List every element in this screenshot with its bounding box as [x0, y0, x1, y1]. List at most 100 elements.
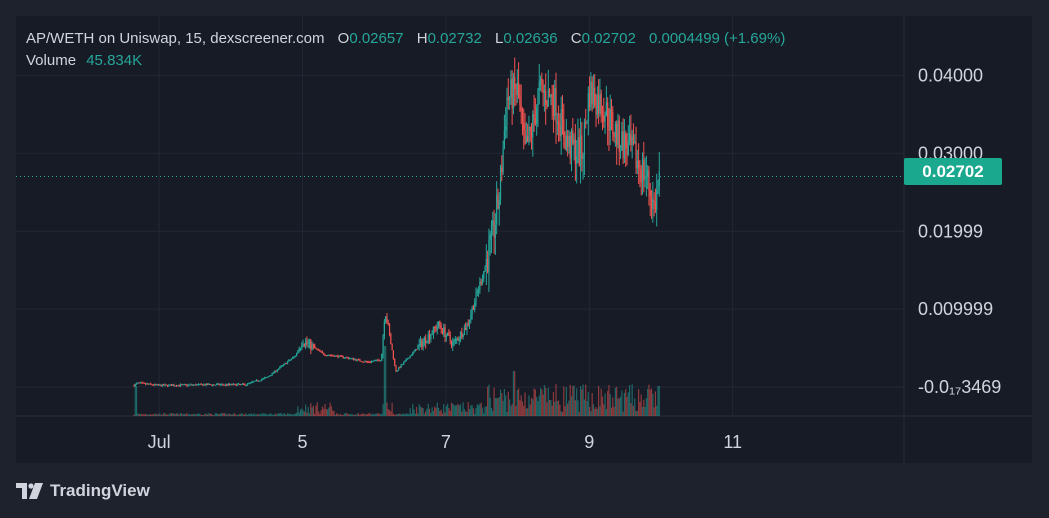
candle-body [377, 359, 379, 361]
candle-body [508, 96, 511, 101]
volume-bar [214, 413, 216, 416]
candle-body [564, 138, 566, 150]
candle-body [253, 381, 255, 383]
volume-bar [213, 414, 215, 416]
candle-body [635, 141, 637, 169]
candle-body [563, 119, 565, 139]
candle-body [294, 356, 296, 358]
candle-body [425, 338, 427, 344]
volume-bar [538, 395, 540, 416]
volume-bar [445, 406, 447, 416]
volume-bar [292, 414, 294, 416]
candle-body [463, 327, 465, 336]
candle-body [591, 81, 593, 104]
volume-bar [501, 393, 503, 416]
candle-body [246, 383, 249, 385]
volume-bar [458, 405, 460, 416]
volume-bar [507, 391, 509, 416]
volume-bar [631, 384, 633, 416]
volume-bar [497, 398, 499, 416]
volume-bar [192, 414, 194, 416]
candle-body [576, 156, 578, 164]
chart-panel[interactable]: 0.04000 0.03000 0.01999 0.009999 -0.0₁₇3469 … [16, 16, 1032, 463]
close-value: 0.02702 [581, 30, 636, 47]
candle-body [548, 89, 551, 97]
volume-bar [414, 413, 416, 416]
candle-body [210, 384, 213, 386]
y-tick-label: 0.009999 [918, 299, 993, 319]
volume-bar [183, 413, 185, 416]
candle-body [545, 90, 547, 105]
volume-bar [621, 390, 623, 416]
volume-bar [635, 410, 637, 416]
volume-bar [545, 387, 547, 416]
candle-body [583, 122, 586, 155]
volume-bar [199, 413, 201, 416]
candle-body [618, 120, 620, 152]
volume-bar [408, 413, 410, 416]
candle-body [565, 136, 567, 150]
volume-bar [339, 413, 342, 416]
volume-bar [479, 403, 481, 416]
volume-bar [354, 414, 356, 416]
candle-body [536, 108, 538, 124]
candle-body [356, 359, 358, 361]
candle-body [521, 111, 524, 124]
volume-bar [432, 411, 435, 416]
volume-bar [363, 413, 365, 416]
candle-body [343, 357, 345, 359]
candle-body [538, 80, 540, 91]
volume-bar [403, 413, 405, 416]
volume-bar [452, 403, 454, 416]
candle-body [266, 377, 268, 379]
volume-bar [279, 413, 281, 416]
volume-bar [630, 403, 632, 416]
volume-bar [243, 414, 245, 416]
volume-bar [511, 404, 513, 416]
candle-body [178, 385, 180, 387]
candle-body [301, 345, 303, 348]
candle-body [427, 334, 429, 343]
candle-body [345, 357, 347, 359]
candle-body [208, 384, 210, 386]
volume-bar [410, 413, 413, 416]
volume-bar [622, 411, 624, 416]
volume-bar [272, 414, 274, 416]
candle-body [586, 120, 588, 123]
candle-body [631, 136, 633, 145]
volume-bar [261, 413, 263, 416]
volume-bar [619, 396, 622, 416]
candle-body [612, 112, 614, 134]
candle-body [594, 87, 596, 106]
candle-body [605, 102, 607, 116]
candle-body [422, 341, 424, 348]
volume-bar [347, 414, 349, 416]
candle-body [461, 331, 463, 337]
volume-bar [525, 408, 527, 416]
volume-bar [405, 413, 407, 416]
candle-body [448, 332, 450, 336]
tradingview-logo[interactable]: TradingView [16, 481, 150, 501]
price-chart[interactable]: 0.040000.030000.019990.009999-0.0₁₇3469 … [16, 16, 1032, 463]
volume-bar [456, 405, 458, 416]
volume-bar [477, 405, 480, 416]
volume-bar [404, 414, 406, 416]
volume-bar [517, 388, 520, 416]
candle-body [201, 384, 204, 386]
candle-body [333, 355, 335, 357]
ohlc-row: AP/WETH on Uniswap, 15, dexscreener.com … [26, 28, 785, 50]
candle-body [183, 384, 185, 386]
candle-body [276, 370, 278, 372]
volume-bar [143, 414, 145, 416]
candle-body [400, 364, 402, 368]
candle-body [440, 325, 442, 329]
volume-bar [190, 414, 192, 416]
candle-body [369, 362, 371, 364]
volume-bar [323, 408, 325, 416]
volume-bar [435, 407, 437, 416]
candle-body [492, 220, 494, 226]
candle-body [407, 358, 409, 360]
volume-bar [577, 400, 579, 416]
candle-body [181, 384, 183, 386]
candle-body [601, 114, 604, 116]
